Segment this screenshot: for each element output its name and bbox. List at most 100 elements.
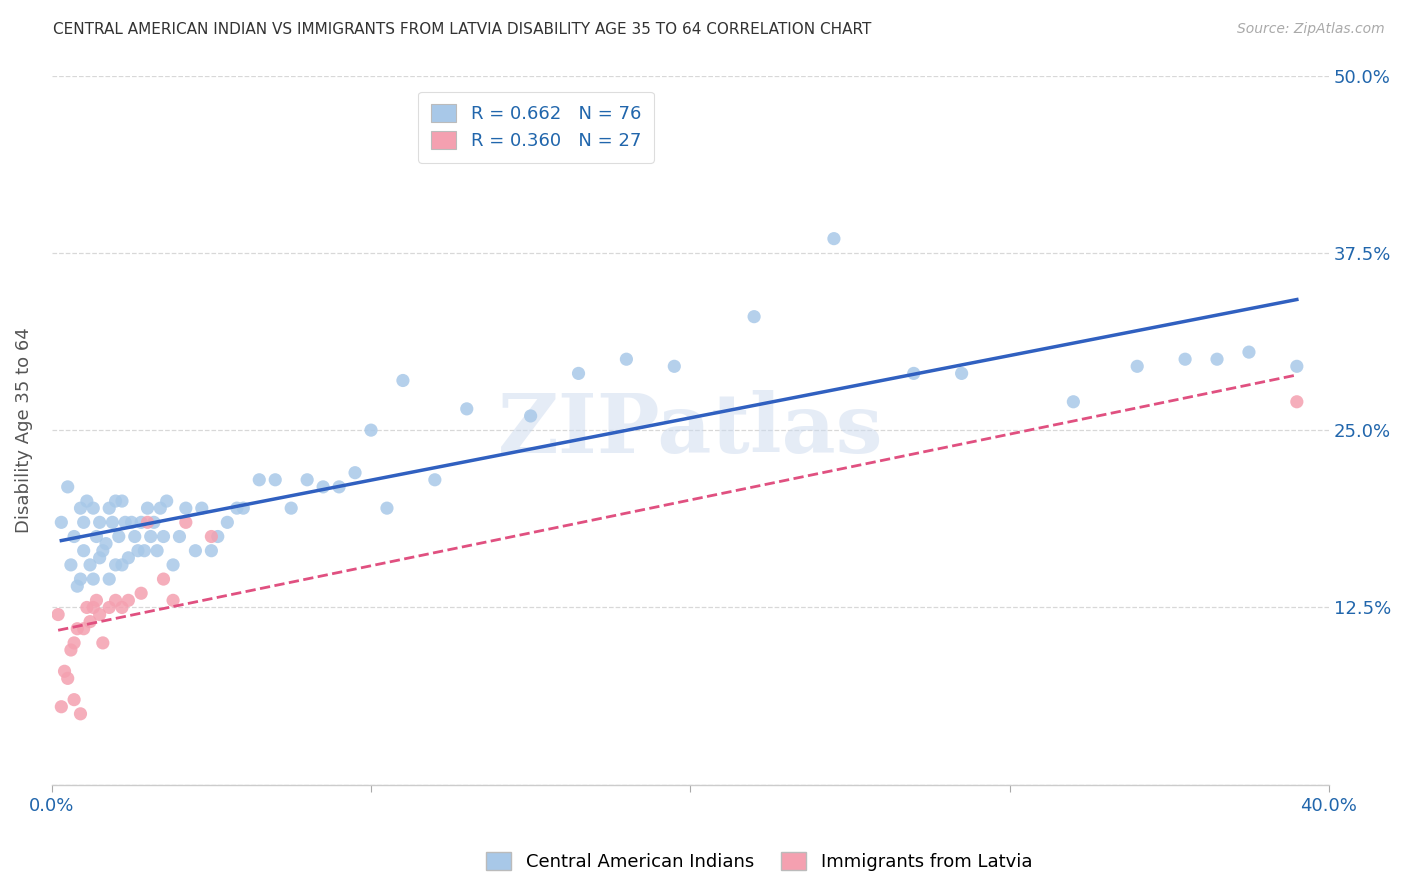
Point [79,558,101,572]
Point [295,473,318,487]
Point [98,501,121,516]
Point [117,593,139,607]
Point [169,529,191,543]
Point [247,473,270,487]
Point [129,586,152,600]
Point [56,672,79,686]
Point [152,529,174,543]
Point [567,367,589,381]
Point [98,572,121,586]
Point [124,529,146,543]
Point [101,516,124,530]
Point [56,480,79,494]
Point [174,501,197,516]
Point [162,593,184,607]
Point [111,494,134,508]
Point [423,473,446,487]
Point [86,593,108,607]
Point [1206,352,1229,367]
Point [59,558,82,572]
Point [53,665,76,679]
Point [82,572,104,586]
Point [134,543,156,558]
Point [73,543,96,558]
Point [1237,345,1260,359]
Point [127,543,149,558]
Point [174,516,197,530]
Point [59,643,82,657]
Point [63,529,86,543]
Point [69,501,91,516]
Point [149,501,172,516]
Point [91,636,114,650]
Text: CENTRAL AMERICAN INDIAN VS IMMIGRANTS FROM LATVIA DISABILITY AGE 35 TO 64 CORREL: CENTRAL AMERICAN INDIAN VS IMMIGRANTS FR… [53,22,872,37]
Point [392,374,415,388]
Point [280,501,302,516]
Point [63,636,86,650]
Point [69,572,91,586]
Point [950,367,973,381]
Point [1285,359,1308,374]
Point [226,501,249,516]
Y-axis label: Disability Age 35 to 64: Disability Age 35 to 64 [15,327,32,533]
Point [664,359,686,374]
Point [184,543,207,558]
Point [156,494,179,508]
Point [152,572,174,586]
Point [46,607,69,622]
Point [136,501,159,516]
Point [217,516,239,530]
Point [86,529,108,543]
Point [207,529,229,543]
Point [66,622,89,636]
Point [69,706,91,721]
Point [742,310,765,324]
Point [91,543,114,558]
Point [51,699,73,714]
Point [312,480,335,494]
Point [98,600,121,615]
Point [456,401,478,416]
Point [104,494,127,508]
Point [616,352,638,367]
Point [139,529,162,543]
Point [191,501,214,516]
Point [66,579,89,593]
Point [1174,352,1197,367]
Point [117,550,139,565]
Point [264,473,287,487]
Point [375,501,398,516]
Point [328,480,350,494]
Point [82,501,104,516]
Point [136,516,159,530]
Point [200,543,222,558]
Point [232,501,254,516]
Point [73,516,96,530]
Point [89,550,111,565]
Point [360,423,382,437]
Point [129,516,152,530]
Point [89,607,111,622]
Point [82,600,104,615]
Point [1126,359,1149,374]
Point [104,558,127,572]
Legend: Central American Indians, Immigrants from Latvia: Central American Indians, Immigrants fro… [479,846,1039,879]
Point [121,516,143,530]
Text: ZIPatlas: ZIPatlas [498,390,883,470]
Point [51,516,73,530]
Point [344,466,367,480]
Point [104,593,127,607]
Point [146,543,169,558]
Point [903,367,925,381]
Point [107,529,129,543]
Point [114,516,136,530]
Legend: R = 0.662   N = 76, R = 0.360   N = 27: R = 0.662 N = 76, R = 0.360 N = 27 [419,92,654,162]
Point [111,600,134,615]
Point [142,516,165,530]
Point [823,232,845,246]
Point [1285,394,1308,409]
Point [200,529,222,543]
Point [63,692,86,706]
Point [111,558,134,572]
Point [76,494,98,508]
